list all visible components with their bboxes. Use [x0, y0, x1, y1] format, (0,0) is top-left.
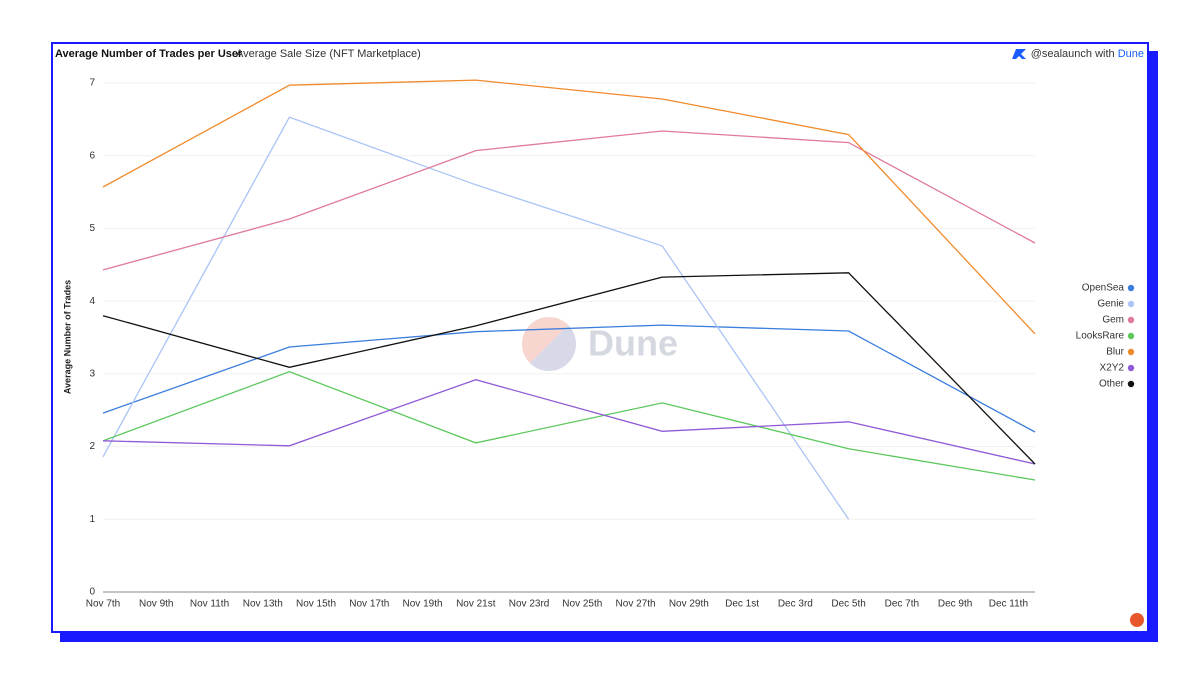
- x-tick-label: Dec 5th: [831, 599, 865, 610]
- legend-label: Other: [1099, 379, 1125, 390]
- watermark: Dune: [588, 323, 678, 364]
- tab[interactable]: Average Sale Size (NFT Marketplace): [236, 48, 421, 60]
- legend-dot: [1127, 380, 1135, 388]
- credit-with: with: [1094, 48, 1115, 60]
- legend-label: Genie: [1097, 299, 1124, 310]
- credit[interactable]: @sealaunch with Dune: [1031, 48, 1144, 60]
- x-tick-label: Nov 21st: [456, 599, 496, 610]
- series-line: [102, 371, 1036, 481]
- y-tick-label: 0: [89, 587, 95, 598]
- corner-logo: [1130, 613, 1144, 627]
- series-line: [102, 379, 1036, 465]
- y-axis-label: Average Number of Trades: [62, 280, 72, 394]
- y-tick-label: 4: [89, 296, 95, 307]
- x-tick-label: Nov 15th: [296, 599, 336, 610]
- y-tick-label: 1: [89, 514, 95, 525]
- x-tick-label: Dec 9th: [938, 599, 972, 610]
- legend-dot: [1127, 284, 1135, 292]
- x-tick-label: Nov 25th: [562, 599, 602, 610]
- dune-icon: [1012, 49, 1026, 59]
- x-tick-label: Dec 3rd: [778, 599, 813, 610]
- x-tick-label: Nov 11th: [190, 599, 229, 610]
- watermark-logo: [522, 317, 576, 371]
- series-line: [102, 130, 1036, 271]
- y-tick-label: 6: [89, 150, 95, 161]
- legend-dot: [1127, 316, 1135, 324]
- legend-label: LooksRare: [1076, 331, 1125, 342]
- series-line: [102, 324, 1036, 433]
- x-tick-label: Nov 27th: [616, 599, 656, 610]
- x-tick-label: Nov 17th: [349, 599, 389, 610]
- legend-label: Gem: [1102, 315, 1124, 326]
- credit-user: @sealaunch: [1031, 48, 1092, 60]
- tab-active[interactable]: Average Number of Trades per User: [55, 48, 243, 60]
- frame: [51, 42, 1149, 633]
- x-tick-label: Nov 29th: [669, 599, 709, 610]
- x-tick-label: Nov 13th: [243, 599, 283, 610]
- legend-dot: [1127, 348, 1135, 356]
- x-tick-label: Nov 23rd: [509, 599, 550, 610]
- y-tick-label: 3: [89, 368, 95, 379]
- legend-label: X2Y2: [1100, 363, 1125, 374]
- x-tick-label: Nov 7th: [86, 599, 120, 610]
- x-tick-label: Nov 9th: [139, 599, 173, 610]
- x-tick-label: Dec 7th: [885, 599, 919, 610]
- credit-brand: Dune: [1118, 48, 1144, 60]
- x-tick-label: Dec 1st: [725, 599, 759, 610]
- y-tick-label: 7: [89, 78, 95, 89]
- series-line: [102, 116, 850, 520]
- y-tick-label: 5: [89, 223, 95, 234]
- y-tick-label: 2: [89, 441, 95, 452]
- legend-dot: [1127, 364, 1135, 372]
- x-tick-label: Nov 19th: [403, 599, 443, 610]
- series-line: [102, 272, 1036, 465]
- legend-dot: [1127, 332, 1135, 340]
- legend-label: Blur: [1106, 347, 1124, 358]
- legend-dot: [1127, 300, 1135, 308]
- x-tick-label: Dec 11th: [989, 599, 1028, 610]
- legend-label: OpenSea: [1082, 283, 1125, 294]
- series-line: [102, 79, 1036, 335]
